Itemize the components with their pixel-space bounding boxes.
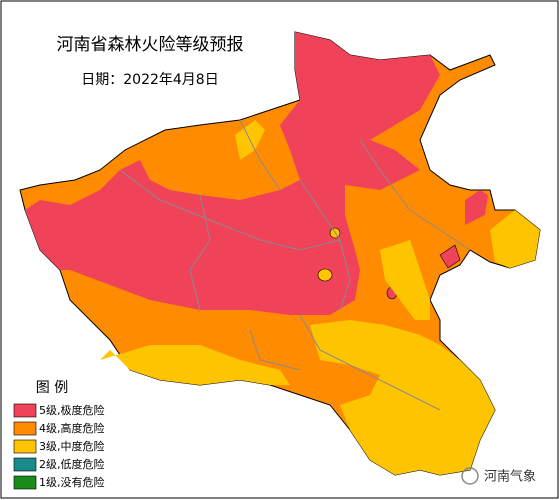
map-title: 河南省森林火险等级预报 — [57, 35, 244, 55]
boundaries — [119, 119, 471, 411]
legend-title: 图 例 — [36, 380, 68, 396]
legend-label: 5级,极度危险 — [39, 403, 105, 417]
level-3-area — [317, 268, 333, 282]
legend-label: 3级,中度危险 — [39, 439, 105, 453]
level-5-area — [25, 32, 440, 315]
watermark: 河南气象 — [484, 469, 536, 485]
legend: 5级,极度危险 4级,高度危险 3级,中度危险 2级,低度危险 1级,没有危险 — [13, 403, 105, 490]
level-5-area — [465, 190, 488, 225]
legend-label: 4级,高度危险 — [39, 421, 105, 435]
legend-swatch — [13, 457, 37, 472]
level-3-area — [380, 240, 430, 320]
legend-swatch — [13, 475, 37, 490]
level-3-area — [490, 210, 540, 268]
regions — [19, 31, 541, 476]
legend-label: 2级,低度危险 — [39, 457, 105, 471]
watermark-icon — [461, 467, 479, 485]
legend-label: 1级,没有危险 — [39, 475, 105, 489]
level-3-area — [100, 345, 290, 385]
level-3-area — [310, 320, 495, 475]
map-date: 日期：2022年4月8日 — [81, 72, 218, 88]
legend-swatch — [13, 439, 37, 454]
level-5-area — [439, 244, 461, 269]
legend-swatch — [13, 403, 37, 418]
legend-swatch — [13, 421, 37, 436]
